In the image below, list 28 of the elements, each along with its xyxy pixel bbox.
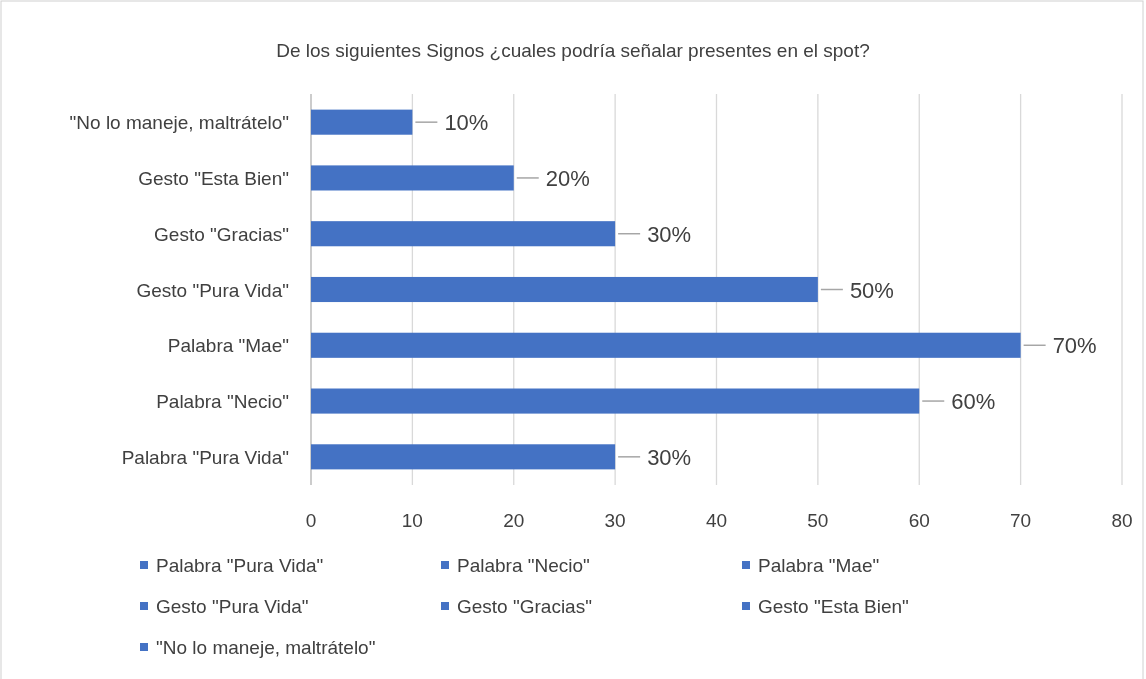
data-label: 20% <box>545 165 590 191</box>
x-tick-label: 0 <box>305 510 317 531</box>
data-label: 30% <box>647 221 692 247</box>
data-label: 30% <box>647 444 692 470</box>
y-tick-label: Gesto "Pura Vida" <box>136 279 289 301</box>
x-tick-label: 20 <box>503 510 525 531</box>
legend-label: Palabra "Mae" <box>758 555 880 576</box>
data-label: 60% <box>951 389 996 415</box>
data-label: 50% <box>849 277 894 303</box>
legend-label: Gesto "Gracias" <box>457 596 592 617</box>
y-tick-label: Gesto "Gracias" <box>154 223 289 245</box>
x-tick-label: 80 <box>1111 510 1133 531</box>
y-tick-label: Palabra "Necio" <box>156 391 289 413</box>
chart-title: De los siguientes Signos ¿cuales podría señalar presentes en el spot? <box>276 40 870 61</box>
y-tick-label: "No lo maneje, maltrátelo" <box>69 112 289 134</box>
y-tick-label: Palabra "Pura Vida" <box>121 446 289 468</box>
data-label: 70% <box>1052 333 1097 359</box>
y-tick-label: Gesto "Esta Bien" <box>138 167 289 189</box>
x-tick-label: 40 <box>705 510 728 531</box>
data-label: 10% <box>444 110 489 136</box>
x-tick-label: 50 <box>807 510 829 531</box>
legend-label: Gesto "Esta Bien" <box>758 596 909 617</box>
y-tick-label: Palabra "Mae" <box>167 335 289 357</box>
x-tick-label: 10 <box>401 510 423 531</box>
legend-label: Palabra "Necio" <box>457 555 590 576</box>
x-tick-label: 60 <box>908 510 930 531</box>
x-tick-label: 70 <box>1010 510 1032 531</box>
x-tick-label: 30 <box>604 510 626 531</box>
